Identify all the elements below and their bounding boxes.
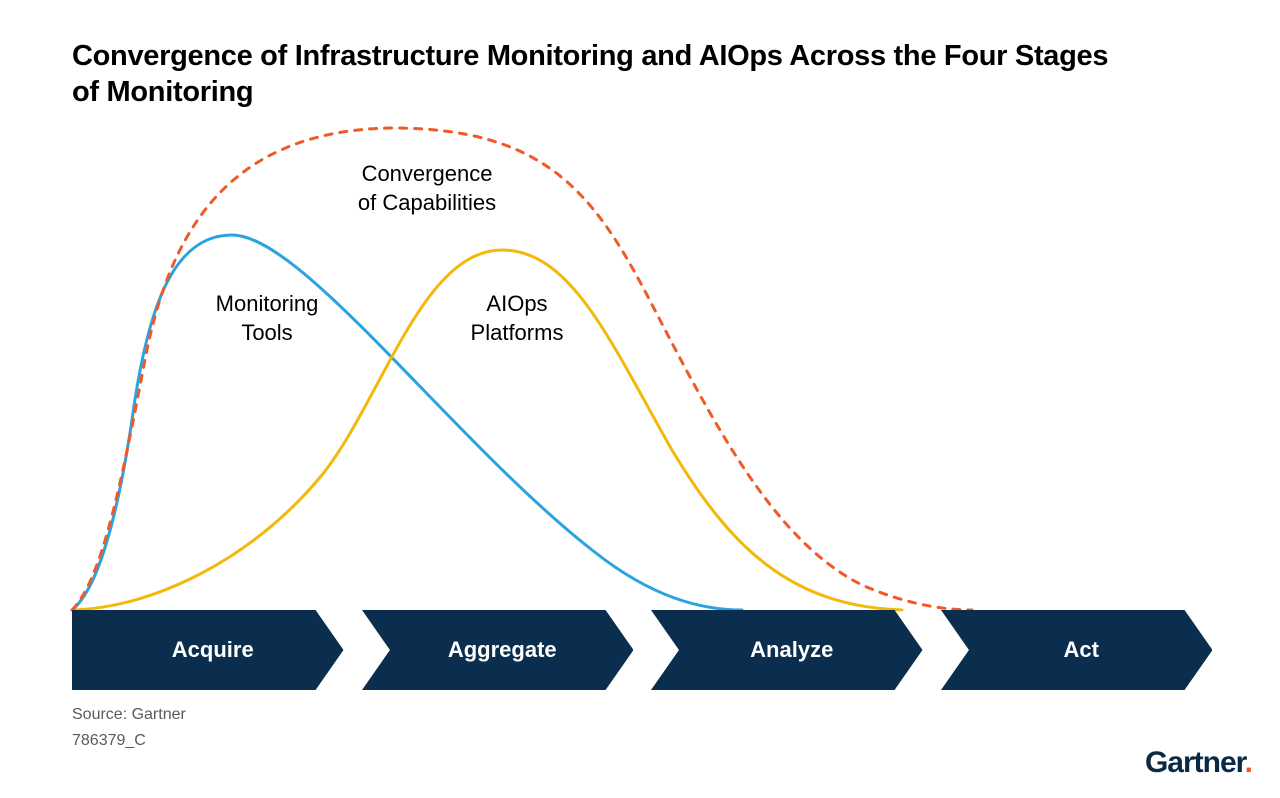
stage-acquire: Acquire xyxy=(72,610,344,690)
brand-logo: Gartner. xyxy=(1145,746,1252,780)
stage-analyze: Analyze xyxy=(651,610,923,690)
footer-ref: 786379_C xyxy=(72,728,186,754)
page-title: Convergence of Infrastructure Monitoring… xyxy=(72,38,1122,111)
brand-text: Gartner xyxy=(1145,746,1245,779)
curve-label-monitoring: Monitoring Tools xyxy=(167,290,367,347)
footer-source: Source: Gartner xyxy=(72,702,186,728)
curve-label-convergence: Convergence of Capabilities xyxy=(327,160,527,217)
footer: Source: Gartner 786379_C xyxy=(72,702,186,753)
curve-label-aiops: AIOps Platforms xyxy=(417,290,617,347)
stage-label: Acquire xyxy=(72,610,344,690)
brand-dot: . xyxy=(1245,746,1252,779)
stage-label: Aggregate xyxy=(362,610,634,690)
stages-row: Acquire Aggregate Analyze Act xyxy=(72,610,1212,690)
stage-act: Act xyxy=(941,610,1213,690)
page: Convergence of Infrastructure Monitoring… xyxy=(0,0,1280,798)
stage-label: Analyze xyxy=(651,610,923,690)
curves-chart: Monitoring Tools AIOps Platforms Converg… xyxy=(72,120,1212,610)
stage-aggregate: Aggregate xyxy=(362,610,634,690)
curves-svg xyxy=(72,120,1212,610)
stage-label: Act xyxy=(941,610,1213,690)
